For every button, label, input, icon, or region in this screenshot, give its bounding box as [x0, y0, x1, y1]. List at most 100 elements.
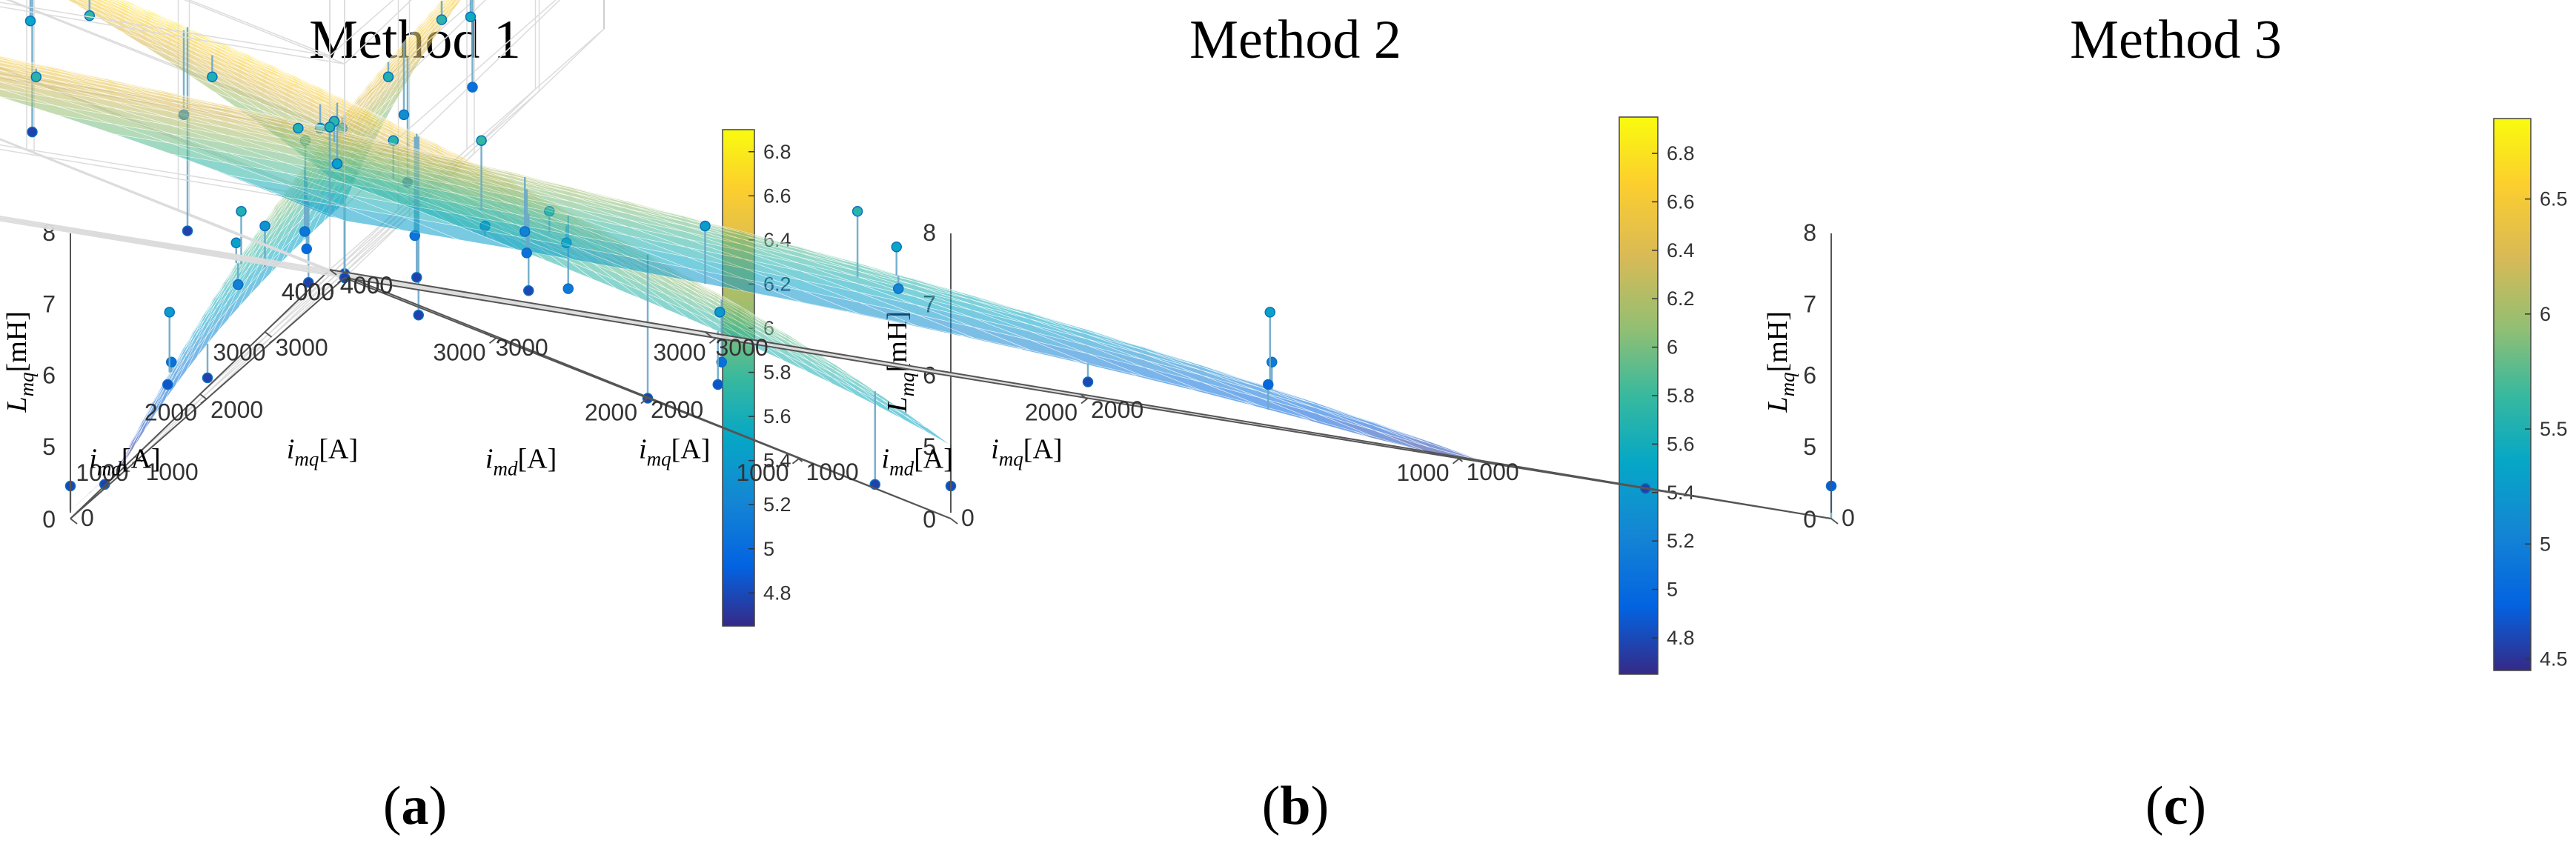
z-tick-label: 0 — [923, 506, 936, 533]
colorbar-tick-label: 5.8 — [1667, 385, 1695, 407]
x-tick-label: 4000 — [282, 279, 334, 305]
surface-patch — [0, 81, 113, 108]
surface-patch — [0, 55, 50, 67]
data-point-marker — [182, 225, 193, 236]
surface-patch — [443, 0, 462, 19]
y-tick-mark — [329, 269, 337, 276]
surface-patch — [441, 0, 448, 6]
data-point-marker — [852, 206, 863, 217]
data-point-marker — [331, 158, 343, 170]
surface-patch — [0, 61, 110, 87]
data-point-marker — [27, 126, 38, 138]
x-tick-label: 1000 — [76, 459, 128, 486]
colorbar-tick-label: 5.8 — [763, 362, 791, 384]
colorbar-tick-label: 5.2 — [763, 493, 791, 516]
x-tick-label: 3000 — [653, 339, 706, 365]
surface-patch — [430, 0, 445, 15]
colorbar-tick-label: 6.5 — [2540, 188, 2568, 210]
surface-patch — [0, 62, 53, 76]
surface-patch — [120, 0, 153, 14]
surface-patch — [832, 372, 880, 402]
y-axis-label: imq[A] — [991, 433, 1062, 470]
surface-patch — [439, 0, 442, 2]
floor-grid-line — [0, 220, 345, 279]
y-tick-label: 2000 — [651, 396, 703, 423]
surface-mesh — [0, 55, 1832, 519]
surface-patch — [0, 65, 110, 91]
surface-patch — [0, 56, 51, 68]
measured-points — [30, 68, 1837, 519]
data-point-marker — [259, 220, 270, 232]
floor-grid-line — [0, 139, 345, 279]
surface-patch — [0, 70, 54, 85]
colorbar-tick-label: 5 — [2540, 533, 2551, 555]
y-tick-label: 1000 — [1467, 459, 1519, 485]
data-point-marker — [382, 71, 394, 82]
surface-patch — [75, 0, 122, 22]
y-tick-mark — [134, 456, 143, 462]
data-point-marker — [523, 285, 534, 296]
axes-frame: 10002000300040000100020003000400005678im… — [282, 219, 1855, 533]
surface-patch — [0, 88, 113, 116]
x-tick-label: 1000 — [1396, 459, 1449, 486]
surface-patch — [0, 57, 52, 70]
y-axis-label: imq[A] — [639, 433, 710, 470]
y-tick-mark — [264, 331, 273, 338]
data-point-marker — [436, 14, 448, 25]
data-point-marker — [467, 81, 478, 93]
data-point-marker — [562, 283, 574, 294]
y-tick-label: 2000 — [1091, 396, 1143, 423]
surface-patch — [82, 0, 122, 19]
z-tick-label: 8 — [1803, 219, 1816, 246]
surface-patch — [101, 0, 147, 21]
data-point-marker — [1267, 356, 1278, 367]
y-tick-label: 4000 — [340, 272, 393, 299]
colorbar-tick-label: 5 — [763, 538, 774, 560]
panel-c: Method 3 1000 2000 3000 4000 0 1000 2000 3000 40… — [0, 0, 2568, 836]
surface-patch — [428, 0, 442, 14]
surface-patch — [123, 0, 153, 13]
surface-patch — [442, 0, 454, 11]
x-axis-label: imd[A] — [485, 443, 557, 479]
data-point-marker — [162, 379, 173, 390]
colorbar-tick-label: 6.8 — [763, 141, 791, 163]
z-tick-label: 7 — [42, 290, 56, 317]
z-tick-label: 6 — [1803, 362, 1816, 389]
surface-patch — [113, 0, 125, 5]
data-point-marker — [233, 279, 244, 290]
colorbar-tick-label: 6 — [1667, 336, 1678, 359]
y-tick-mark — [704, 331, 713, 338]
surface-patch — [442, 0, 451, 8]
floor-grid-line — [0, 219, 717, 339]
surface-patch — [0, 70, 111, 96]
surface-patch — [0, 65, 53, 80]
colorbar-tick-label: 6.6 — [1667, 190, 1695, 213]
panel-c-axes: 1000 2000 3000 4000 0 1000 2000 3000 4000 0 5 6 7 8 im… — [0, 0, 1855, 533]
surface-patch — [106, 0, 147, 19]
data-point-marker — [24, 16, 36, 27]
data-point-marker — [1264, 307, 1275, 318]
data-point-marker — [712, 379, 723, 390]
surface-patch — [125, 0, 128, 1]
colorbar-tick-label: 5.2 — [1667, 530, 1695, 552]
panel-c-colorbar: 4.5 5 5.5 6 6.5 — [2493, 118, 2568, 671]
y-tick-mark — [950, 518, 958, 525]
x-tick-label: 2000 — [145, 399, 197, 426]
y-tick-mark — [640, 393, 648, 400]
colorbar-gradient — [722, 129, 755, 627]
data-point-marker — [30, 71, 42, 82]
x-tick-label: 3000 — [433, 339, 485, 365]
data-point-marker — [299, 226, 311, 237]
axes-frame: 10002000300040000100020003000400005678im… — [1, 219, 393, 533]
surface-patch — [439, 0, 443, 3]
x-tick-label: 1000 — [736, 459, 789, 486]
z-tick-label: 7 — [1803, 290, 1816, 317]
surface-patch — [76, 0, 99, 9]
data-point-marker — [465, 11, 477, 22]
y-tick-mark — [1830, 518, 1839, 525]
surface-patch — [453, 0, 455, 1]
surface-patch — [125, 0, 129, 2]
floor-grid-line — [0, 216, 331, 270]
z-tick-label: 5 — [1803, 433, 1816, 460]
